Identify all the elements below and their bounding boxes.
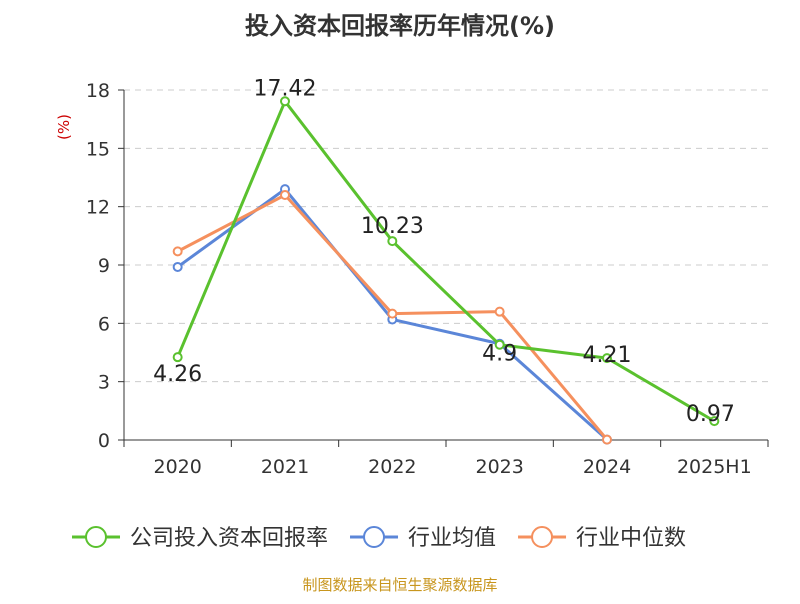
x-tick-label: 2025H1 <box>677 456 752 478</box>
data-label: 4.9 <box>482 342 517 367</box>
y-axis-label: (%) <box>55 114 73 140</box>
data-point <box>494 306 505 317</box>
x-tick-label: 2020 <box>153 456 201 478</box>
data-label: 10.23 <box>361 214 424 239</box>
data-point <box>280 190 290 200</box>
data-point <box>494 339 505 350</box>
data-labels: 4.26 17.42 10.23 4.9 4.21 0.97 <box>153 76 735 427</box>
data-label: 4.26 <box>153 362 202 387</box>
legend-swatch-marker <box>85 526 107 548</box>
data-point <box>172 261 183 272</box>
data-point <box>387 236 398 247</box>
axes: 0 3 6 9 12 15 18 2020 2021 2022 2023 2024 2025H1 <box>86 80 769 478</box>
data-point <box>387 308 398 319</box>
data-label: 0.97 <box>686 402 735 427</box>
series-0 <box>172 96 720 427</box>
y-tick-label: 12 <box>86 197 110 219</box>
data-point <box>172 352 183 363</box>
x-tick-label: 2023 <box>475 456 523 478</box>
gridlines <box>124 89 768 383</box>
legend-label: 行业均值 <box>408 526 496 551</box>
y-tick-label: 3 <box>98 372 110 394</box>
y-tick-label: 9 <box>98 255 110 277</box>
data-point <box>602 353 612 364</box>
legend-label: 公司投入资本回报率 <box>130 526 328 551</box>
series-line <box>176 99 716 423</box>
data-point <box>280 96 290 107</box>
y-tick-label: 18 <box>86 80 110 102</box>
y-tick-label: 0 <box>98 430 110 452</box>
data-label: 17.42 <box>254 76 317 101</box>
legend-item: 公司投入资本回报率 <box>72 526 328 551</box>
data-point <box>709 416 720 427</box>
legend: 公司投入资本回报率 行业均值 行业中位数 <box>72 526 686 551</box>
source-footnote: 制图数据来自恒生聚源数据库 <box>302 576 497 594</box>
x-tick-label: 2021 <box>261 456 309 478</box>
legend-label: 行业中位数 <box>576 526 686 551</box>
y-tick-label: 15 <box>86 138 110 160</box>
x-tick-label: 2022 <box>368 456 416 478</box>
series-lines <box>172 96 720 445</box>
legend-item: 行业均值 <box>350 526 496 551</box>
series-2 <box>172 190 612 445</box>
data-point <box>602 434 612 445</box>
legend-swatch-marker <box>363 526 386 548</box>
data-point <box>172 246 183 257</box>
legend-item: 行业中位数 <box>518 526 686 551</box>
legend-swatch-marker <box>531 526 554 548</box>
chart-title: 投入资本回报率历年情况(%) <box>245 12 555 40</box>
x-tick-label: 2024 <box>583 456 631 478</box>
data-label: 4.21 <box>583 343 632 368</box>
y-tick-label: 6 <box>98 313 110 335</box>
